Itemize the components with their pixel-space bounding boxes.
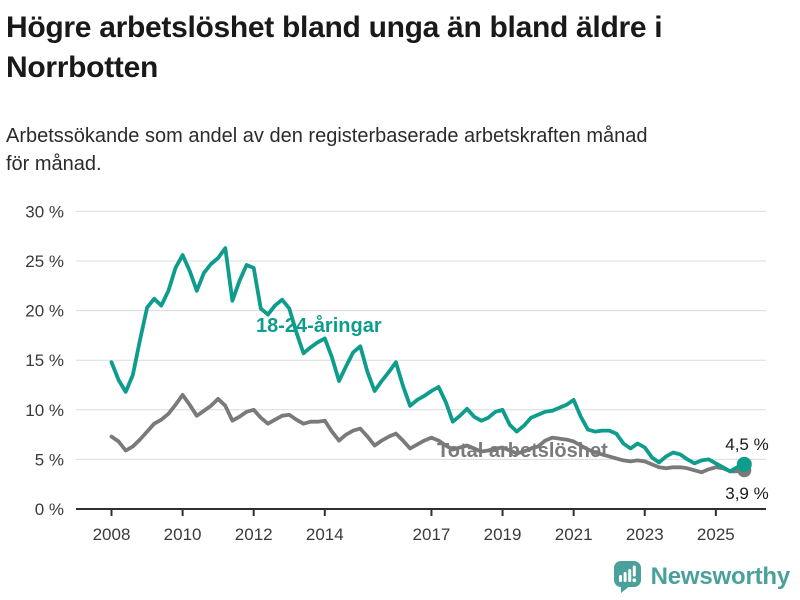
x-axis-label: 2014 <box>306 525 344 544</box>
y-axis-label: 15 % <box>25 351 64 370</box>
x-axis-label: 2008 <box>93 525 131 544</box>
x-axis-label: 2025 <box>697 525 735 544</box>
page-title-line-1: Högre arbetslöshet bland unga än bland ä… <box>6 11 663 44</box>
youth-end-value-label: 4,5 % <box>725 435 768 454</box>
y-axis-label: 25 % <box>25 252 64 271</box>
youth-series-line <box>109 246 747 474</box>
y-axis-label: 20 % <box>25 302 64 321</box>
page-title: Högre arbetslöshet bland unga än bland ä… <box>6 8 794 88</box>
x-axis-label: 2010 <box>164 525 202 544</box>
newsworthy-logo-icon <box>613 561 641 593</box>
page-title-line-2: Norrbotten <box>6 51 158 84</box>
page-subtitle-line-1: Arbetssökande som andel av den registerb… <box>6 125 648 147</box>
page-subtitle: Arbetssökande som andel av den registerb… <box>6 122 794 178</box>
newsworthy-logo-text: Newsworthy <box>650 563 791 590</box>
total-end-value-label: 3,9 % <box>725 484 768 503</box>
total-series-line <box>109 392 747 475</box>
x-axis-label: 2023 <box>626 525 664 544</box>
total-series-label: Total arbetslöshet <box>437 440 608 462</box>
page-subtitle-line-2: för månad. <box>6 153 102 175</box>
youth-series-label: 18-24-åringar <box>256 314 382 337</box>
chart-header: Högre arbetslöshet bland unga än bland ä… <box>0 0 800 178</box>
y-axis-label: 10 % <box>25 401 64 420</box>
y-axis-label: 5 % <box>35 450 64 469</box>
x-axis-label: 2017 <box>413 525 451 544</box>
newsworthy-logo[interactable]: Newsworthy <box>613 560 790 594</box>
x-axis-label: 2012 <box>235 525 273 544</box>
y-axis-label: 0 % <box>35 500 64 519</box>
x-axis-label: 2021 <box>555 525 593 544</box>
x-axis-label: 2019 <box>484 525 522 544</box>
y-axis-label: 30 % <box>25 202 64 221</box>
youth-end-dot <box>736 456 752 472</box>
